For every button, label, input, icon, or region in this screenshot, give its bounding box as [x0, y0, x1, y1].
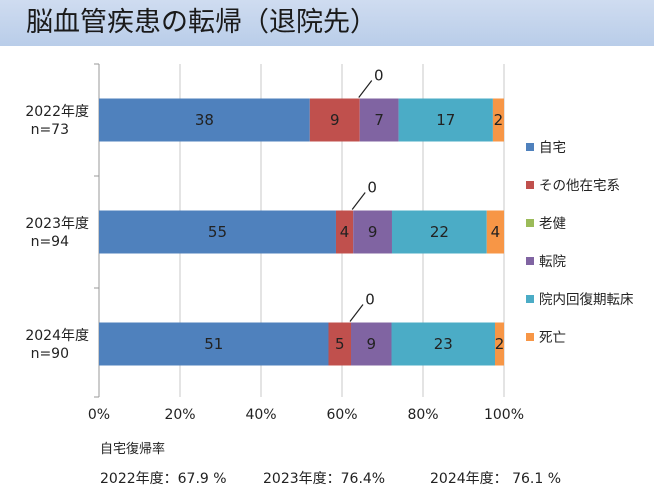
- data-label-other-home: 5: [335, 335, 345, 353]
- data-label-transfer: 9: [366, 335, 376, 353]
- legend-item-death: 死亡: [526, 330, 566, 346]
- data-label-transfer: 7: [374, 111, 384, 129]
- data-label-home: 51: [204, 335, 223, 353]
- legend-swatch-other-home: [526, 181, 534, 189]
- bar-segment-home: [99, 210, 336, 254]
- bar-segment-other-home: [335, 210, 354, 254]
- bar-segment-death: [486, 210, 504, 254]
- legend-label-rehab-ward: 院内回復期転床: [539, 292, 634, 308]
- data-label-leader-nursing: [358, 80, 373, 98]
- data-label-other-home: 4: [340, 223, 350, 241]
- data-label-other-home: 9: [330, 111, 340, 129]
- data-label-death: 2: [494, 111, 504, 129]
- bar-segment-rehab-ward: [398, 98, 493, 142]
- bar-segment-other-home: [309, 98, 360, 142]
- home-return-rate-label: 自宅復帰率: [100, 442, 166, 457]
- x-tick-label-80: 80%: [407, 407, 438, 423]
- legend-swatch-rehab-ward: [526, 295, 534, 303]
- legend-swatch-home: [526, 143, 534, 151]
- bar-segment-rehab-ward: [391, 322, 495, 366]
- bar-segment-transfer: [353, 210, 392, 254]
- legend-item-other-home: その他在宅系: [526, 178, 620, 194]
- data-label-rehab-ward: 22: [430, 223, 449, 241]
- home-return-rate-2022: 2022年度：67.9 %: [100, 471, 227, 487]
- legend-swatch-death: [526, 333, 534, 341]
- data-label-nursing: 0: [374, 67, 384, 85]
- bar-segment-rehab-ward: [391, 210, 487, 254]
- category-label-n: n=90: [31, 346, 69, 362]
- data-label-death: 2: [495, 335, 505, 353]
- data-label-rehab-ward: 23: [434, 335, 453, 353]
- category-label-year: 2023年度: [25, 216, 89, 232]
- bar-segment-death: [492, 98, 504, 142]
- page-title: 脳血管疾患の転帰（退院先）: [26, 7, 377, 38]
- bar-segment-transfer: [351, 322, 392, 366]
- legend-swatch-transfer: [526, 257, 534, 265]
- bar-segment-home: [99, 322, 329, 366]
- legend-label-transfer: 転院: [539, 254, 566, 270]
- bar-segment-other-home: [328, 322, 351, 366]
- bar-segment-death: [495, 322, 504, 366]
- x-tick-label-100: 100%: [484, 407, 524, 423]
- category-label-year: 2022年度: [25, 104, 89, 120]
- category-label-n: n=73: [31, 122, 69, 138]
- legend-label-nursing: 老健: [539, 216, 566, 232]
- legend-item-home: 自宅: [526, 140, 566, 156]
- data-label-leader-nursing: [349, 304, 364, 322]
- x-tick-label-0: 0%: [88, 407, 110, 423]
- legend-item-rehab-ward: 院内回復期転床: [526, 292, 634, 308]
- legend-label-death: 死亡: [539, 330, 566, 346]
- legend-item-transfer: 転院: [526, 254, 566, 270]
- data-label-nursing: 0: [367, 179, 377, 197]
- data-label-home: 55: [208, 223, 227, 241]
- x-tick-label-20: 20%: [164, 407, 195, 423]
- bar-segment-home: [99, 98, 310, 142]
- category-label-year: 2024年度: [25, 328, 89, 344]
- home-return-rate-2023: 2023年度：76.4%: [263, 471, 386, 487]
- legend-label-home: 自宅: [539, 140, 566, 156]
- legend-item-nursing: 老健: [526, 216, 566, 232]
- data-label-nursing: 0: [365, 291, 375, 309]
- legend-label-other-home: その他在宅系: [539, 178, 620, 194]
- home-return-rate-2024: 2024年度： 76.1 %: [430, 471, 562, 487]
- data-label-rehab-ward: 17: [436, 111, 455, 129]
- title-bar: 脳血管疾患の転帰（退院先）: [0, 0, 654, 46]
- legend-swatch-nursing: [526, 219, 534, 227]
- data-label-home: 38: [195, 111, 214, 129]
- category-label-n: n=94: [31, 234, 70, 250]
- data-label-leader-nursing: [351, 192, 366, 210]
- data-label-death: 4: [491, 223, 501, 241]
- x-tick-label-60: 60%: [326, 407, 357, 423]
- bar-segment-transfer: [359, 98, 399, 142]
- x-tick-label-40: 40%: [245, 407, 276, 423]
- data-label-transfer: 9: [368, 223, 378, 241]
